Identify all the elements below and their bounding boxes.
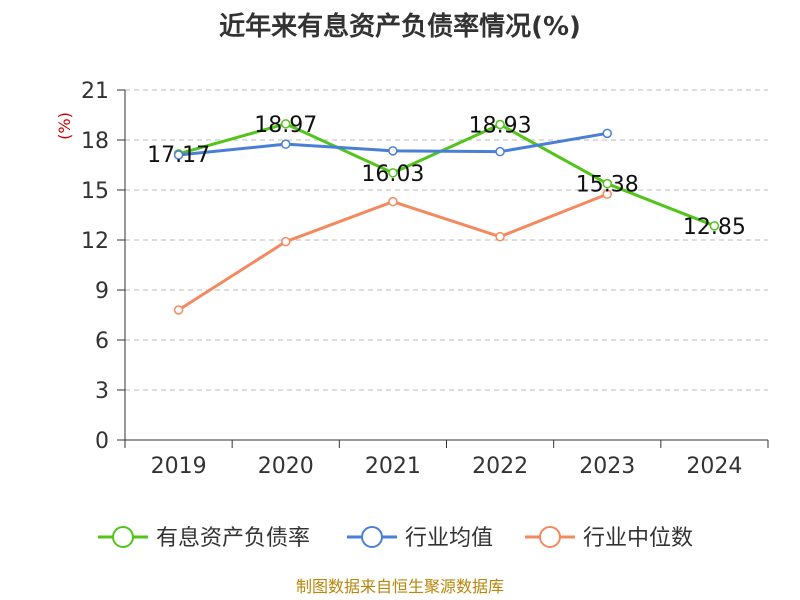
axes: 0 3 6 9 12 15 18 21 2019 2020 2021 2022 2023 2024 xyxy=(81,79,769,479)
data-point xyxy=(602,178,612,189)
series-layer: 17.17 18.97 16.03 18.93 15.38 12.85 xyxy=(147,113,746,315)
data-point xyxy=(281,119,291,129)
y-tick-label: 15 xyxy=(81,179,109,204)
x-tick-label: 2019 xyxy=(151,454,207,479)
legend-label: 行业中位数 xyxy=(583,526,693,551)
data-point xyxy=(495,146,505,157)
data-point xyxy=(709,221,720,231)
y-tick-label: 3 xyxy=(95,379,109,404)
grid-lines xyxy=(125,89,768,391)
legend-label: 行业均值 xyxy=(405,526,493,551)
chart-title: 近年来有息资产负债率情况(%) xyxy=(219,11,581,42)
data-point xyxy=(388,146,398,156)
x-tick-label: 2024 xyxy=(686,454,742,479)
y-tick-label: 21 xyxy=(81,79,109,104)
source-note: 制图数据来自恒生聚源数据库 xyxy=(296,577,504,596)
data-label: 15.38 xyxy=(576,173,639,198)
data-point xyxy=(281,236,291,247)
data-point xyxy=(388,168,398,178)
data-label: 18.97 xyxy=(254,113,317,138)
y-tick-label: 0 xyxy=(95,429,109,454)
x-tick-label: 2021 xyxy=(365,454,421,479)
data-point xyxy=(173,150,184,160)
data-point xyxy=(495,119,505,130)
legend-marker xyxy=(539,526,561,548)
legend-label: 有息资产负债率 xyxy=(156,526,310,551)
y-tick-label: 6 xyxy=(95,329,109,354)
legend: 有息资产负债率 行业均值 行业中位数 xyxy=(98,526,693,551)
data-point xyxy=(602,189,612,199)
data-point xyxy=(173,305,184,315)
data-point xyxy=(495,231,505,242)
x-tick-label: 2023 xyxy=(579,454,635,479)
data-point xyxy=(602,128,612,139)
legend-item: 行业中位数 xyxy=(525,526,693,551)
data-label: 18.93 xyxy=(469,114,532,139)
y-tick-label: 12 xyxy=(81,229,109,254)
data-point xyxy=(281,139,291,149)
legend-item: 行业均值 xyxy=(347,526,493,551)
legend-item: 有息资产负债率 xyxy=(98,526,310,551)
data-label: 17.17 xyxy=(147,143,210,168)
x-tick-label: 2020 xyxy=(258,454,314,479)
series-line-3 xyxy=(177,192,608,312)
data-label: 16.03 xyxy=(361,162,424,187)
legend-marker xyxy=(361,526,383,548)
series-line-1 xyxy=(178,122,715,228)
x-tick-label: 2022 xyxy=(472,454,528,479)
data-label: 12.85 xyxy=(683,215,746,240)
data-point xyxy=(388,196,398,207)
y-tick-label: 18 xyxy=(81,129,109,154)
legend-marker xyxy=(112,526,134,548)
y-tick-label: 9 xyxy=(95,279,109,304)
y-axis-unit-label: (%) xyxy=(55,112,74,140)
